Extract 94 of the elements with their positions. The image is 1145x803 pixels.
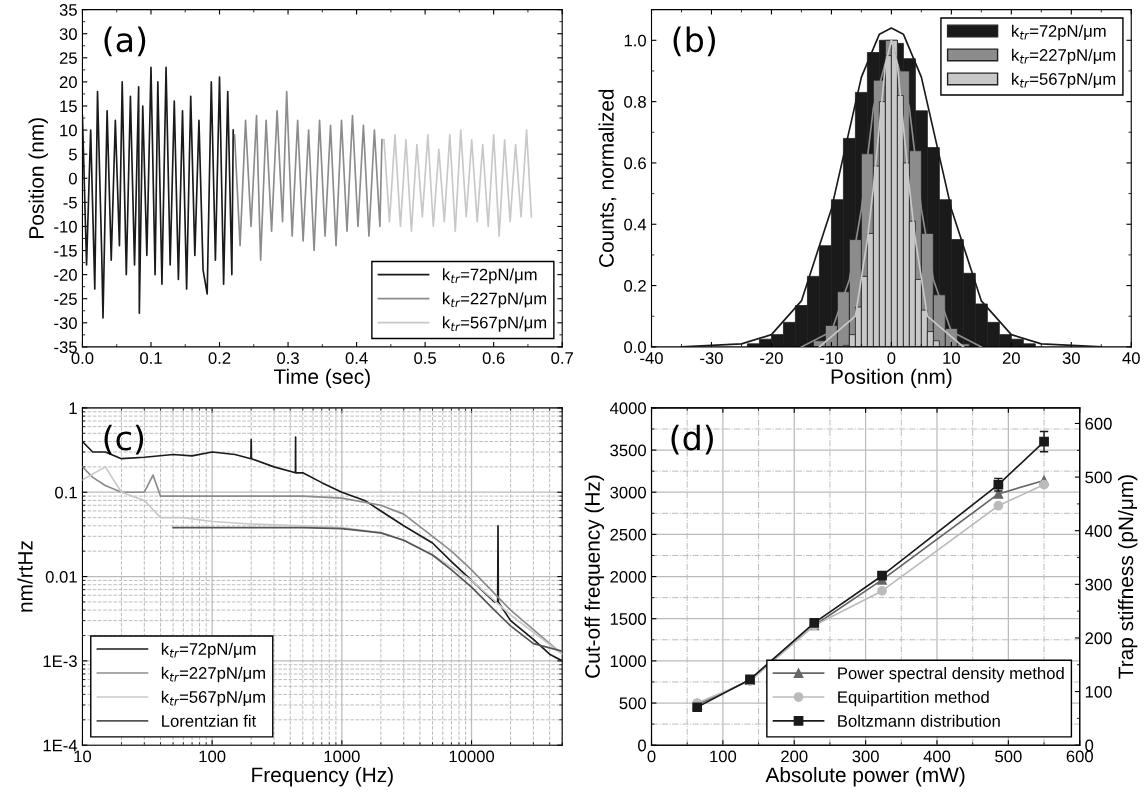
y-tick-label: 25 <box>59 52 77 65</box>
annotation: (b) <box>673 26 715 57</box>
y-tick-label: 1 <box>69 402 77 414</box>
x-tick-label: 200 <box>781 750 808 763</box>
x-tick-label: 100 <box>199 750 226 763</box>
legend-label: k$_{tr}$=72pN/μm <box>442 268 537 284</box>
legend-label: k$_{tr}$=72pN/μm <box>1012 24 1106 41</box>
x-axis-title: Time (sec) <box>273 368 370 389</box>
y2-tick-label: 100 <box>1085 685 1112 698</box>
y-tick-label: 2000 <box>610 570 646 583</box>
y-tick-label: -20 <box>54 269 77 281</box>
x-tick-label: 0.7 <box>551 352 573 364</box>
y2-axis-title: Trap stiffness (pN/μm) <box>1117 475 1138 679</box>
y-tick-label: 1000 <box>610 655 646 668</box>
y-tick-label: 2500 <box>610 528 646 541</box>
x-tick-label: 40 <box>1122 352 1140 364</box>
y-tick-label: 10 <box>60 124 77 137</box>
legend-label: Power spectral density method <box>838 666 1064 683</box>
x-tick-label: -30 <box>700 352 723 364</box>
y-tick-label: -5 <box>63 196 77 209</box>
y-tick-label: 0.1 <box>55 486 77 499</box>
x-axis-title: Frequency (Hz) <box>252 766 393 787</box>
x-tick-label: 500 <box>995 750 1022 763</box>
legend-label: k$_{tr}$=227pN/μm <box>1012 48 1116 65</box>
x-tick-label: -40 <box>640 352 663 364</box>
y-tick-label: 0.6 <box>624 157 646 170</box>
x-tick-label: -20 <box>760 352 783 364</box>
y-tick-label: 0.4 <box>624 218 647 231</box>
y2-tick-label: 200 <box>1085 632 1112 645</box>
x-tick-label: 0.3 <box>277 352 299 364</box>
y-tick-label: -10 <box>54 220 77 233</box>
annotation: (d) <box>671 424 713 455</box>
y-tick-label: 1E-4 <box>43 739 78 752</box>
x-tick-label: 0.5 <box>414 352 437 364</box>
y-tick-label: 1500 <box>610 613 646 625</box>
y2-tick-label: 500 <box>1085 471 1112 484</box>
y-tick-label: 1E-3 <box>43 655 77 668</box>
y-axis-title: Cut-off frequency (Hz) <box>584 475 605 678</box>
y2-tick-label: 400 <box>1084 525 1112 537</box>
x-tick-label: 0 <box>887 352 896 364</box>
y-tick-label: 500 <box>619 697 646 710</box>
x-tick-label: 400 <box>923 750 951 763</box>
annotation: (a) <box>104 26 146 57</box>
x-tick-label: 30 <box>1062 352 1080 364</box>
y-tick-label: 1.0 <box>624 34 646 47</box>
legend-label: k$_{tr}$=72pN/μm <box>161 642 256 659</box>
legend-label: k$_{tr}$=227pN/μm <box>161 666 265 683</box>
x-tick-label: 100 <box>710 750 737 763</box>
y-tick-label: 0.2 <box>624 279 646 292</box>
y-tick-label: 4000 <box>609 402 646 415</box>
y-tick-label: 3000 <box>610 486 646 499</box>
y-tick-label: 5 <box>68 148 77 161</box>
x-tick-label: 600 <box>1066 750 1093 763</box>
legend-label: k$_{tr}$=567pN/μm <box>161 690 265 707</box>
y2-tick-label: 600 <box>1085 417 1112 430</box>
y2-tick-label: 0 <box>1085 739 1094 752</box>
y-tick-label: 0 <box>68 172 77 185</box>
y-tick-label: 0.01 <box>45 570 77 583</box>
y-axis-title: Counts, normalized <box>598 89 617 267</box>
y-axis-title: nm/rtHz <box>17 541 33 612</box>
y-tick-label: -35 <box>54 341 77 354</box>
legend-label: k$_{tr}$=227pN/μm <box>442 292 547 308</box>
legend-label: Lorentzian fit <box>162 714 257 727</box>
x-tick-label: 10000 <box>449 750 495 763</box>
x-tick-label: 0.2 <box>208 352 231 364</box>
x-tick-label: 10 <box>943 352 960 364</box>
x-tick-label: 0.1 <box>140 352 162 364</box>
y2-tick-label: 300 <box>1085 578 1112 591</box>
legend-label: Equipartition method <box>838 690 989 707</box>
legend-label: k$_{tr}$=567pN/μm <box>1012 72 1116 89</box>
annotation: (c) <box>104 424 144 455</box>
x-axis-title: Absolute power (mW) <box>765 766 965 787</box>
y-tick-label: 15 <box>60 100 77 113</box>
x-tick-label: 0.4 <box>345 352 368 364</box>
x-tick-label: 300 <box>852 750 879 763</box>
legend-label: Boltzmann distribution <box>838 714 1000 727</box>
y-tick-label: -25 <box>54 293 77 305</box>
y-tick-label: 35 <box>59 4 77 16</box>
y-tick-label: 0 <box>638 739 646 752</box>
x-tick-label: 0.6 <box>482 352 505 364</box>
x-tick-label: 1000 <box>324 750 360 763</box>
x-tick-label: -10 <box>820 352 843 364</box>
x-axis-title: Position (nm) <box>831 368 952 389</box>
y-tick-label: -30 <box>54 317 77 330</box>
y-tick-label: 0.8 <box>624 96 646 108</box>
x-tick-label: 0 <box>647 750 656 763</box>
y-tick-label: 20 <box>59 76 77 89</box>
y-axis-title: Position (nm) <box>28 118 48 238</box>
x-tick-label: 20 <box>1002 352 1020 364</box>
y-tick-label: -15 <box>54 245 77 257</box>
y-tick-label: 30 <box>59 28 77 40</box>
legend-label: k$_{tr}$=567pN/μm <box>442 316 547 332</box>
y-tick-label: 0.0 <box>624 341 646 354</box>
y-tick-label: 3500 <box>610 444 646 457</box>
